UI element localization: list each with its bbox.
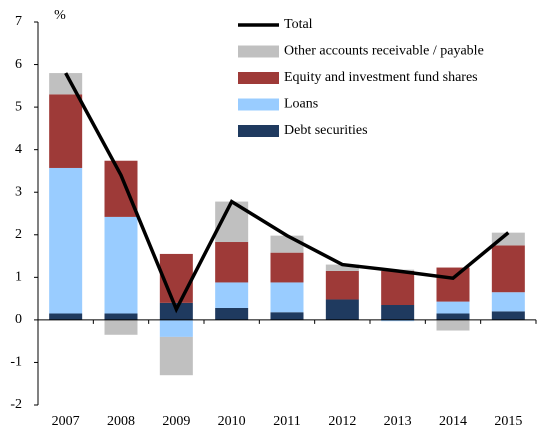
y-tick-label: 4	[15, 142, 22, 157]
bar-segment	[436, 319, 470, 331]
bar-segment	[381, 270, 415, 305]
bar-segment	[325, 270, 359, 300]
bar-segment	[215, 282, 249, 308]
bar-segment	[215, 242, 249, 283]
x-tick-label: 2010	[218, 414, 246, 429]
bar-segment	[159, 336, 193, 376]
bar-segment	[104, 216, 138, 314]
x-tick-label: 2007	[52, 414, 80, 429]
x-tick-label: 2013	[384, 414, 412, 429]
bar-segment	[159, 319, 193, 337]
y-tick-label: 7	[15, 14, 22, 29]
legend-label: Debt securities	[284, 123, 368, 138]
x-tick-label: 2008	[107, 414, 135, 429]
total-line	[64, 72, 510, 314]
y-axis-unit: %	[54, 8, 66, 23]
x-tick-label: 2012	[328, 414, 356, 429]
legend-swatch	[238, 72, 279, 84]
bar-segment	[49, 94, 83, 168]
bar-segment	[270, 312, 304, 320]
bar-segment	[270, 235, 304, 253]
bar-segment	[381, 304, 415, 320]
bar-segment	[491, 292, 525, 312]
y-tick-label: 3	[15, 184, 22, 199]
bar-segment	[491, 311, 525, 320]
bar-segment	[436, 267, 470, 302]
bar-segment	[325, 299, 359, 320]
bar-segment	[436, 301, 470, 314]
bar-segment	[104, 313, 138, 320]
bar-segment	[49, 167, 83, 314]
y-tick-label: -2	[10, 397, 22, 412]
legend-swatch	[238, 45, 279, 58]
legend-label: Loans	[284, 97, 318, 112]
bar-segment	[436, 313, 470, 320]
y-tick-label: 5	[15, 99, 22, 114]
y-tick-label: -1	[10, 355, 22, 370]
x-tick-label: 2009	[162, 414, 190, 429]
legend-label: Total	[284, 17, 313, 32]
x-tick-label: 2015	[494, 414, 522, 429]
bar-segment	[325, 264, 359, 271]
bar-segment	[381, 319, 415, 322]
bar-segment	[49, 313, 83, 320]
y-tick-label: 2	[15, 227, 22, 242]
bar-segment	[270, 282, 304, 313]
y-tick-label: 6	[15, 57, 22, 72]
y-tick-label: 0	[15, 312, 22, 327]
bar-segment	[104, 160, 138, 217]
bar-segment	[491, 232, 525, 246]
x-tick-label: 2014	[439, 414, 467, 429]
legend-label: Other accounts receivable / payable	[284, 44, 484, 59]
y-tick-label: 1	[15, 270, 22, 285]
legend-label: Equity and investment fund shares	[284, 70, 478, 85]
x-tick-label: 2011	[273, 414, 300, 429]
bar-segment	[270, 252, 304, 283]
bar-segment	[491, 245, 525, 293]
bar-segment	[104, 319, 138, 335]
bar-segment	[215, 307, 249, 320]
legend-swatch	[238, 98, 279, 111]
legend-swatch	[238, 125, 279, 137]
